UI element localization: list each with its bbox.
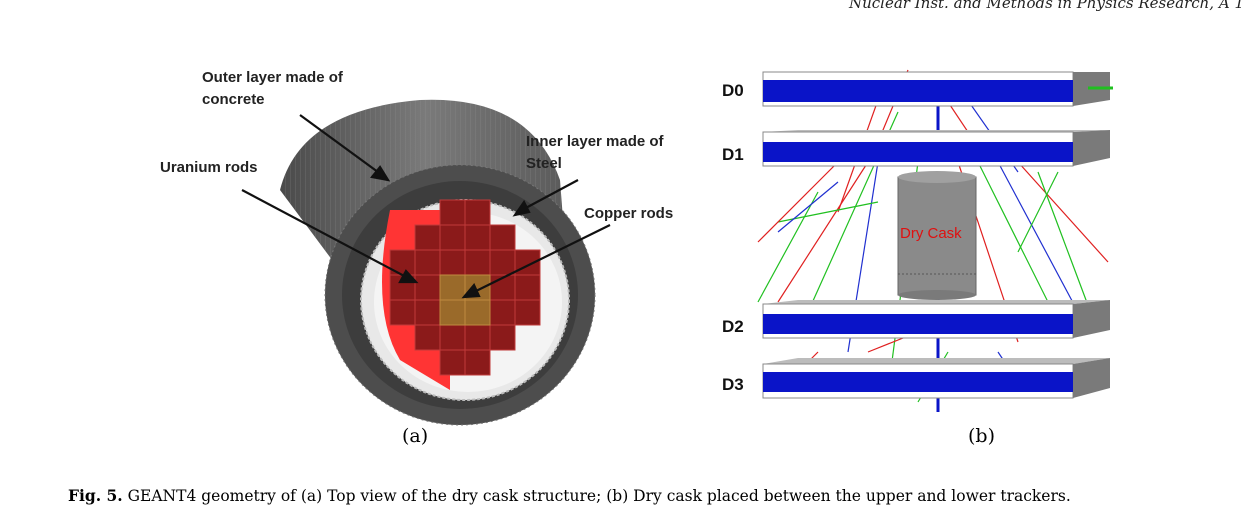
detector-d2	[762, 300, 1110, 339]
annotation-copper: Copper rods	[584, 205, 673, 222]
dry-cask-label: Dry Cask	[900, 225, 962, 242]
tracker-illustration: D0 D1 D2 D3 Dry Cask	[722, 69, 1113, 412]
detector-label-d0: D0	[722, 81, 744, 100]
figure-panel-b: D0 D1 D2 D3 Dry Cask	[718, 52, 1118, 412]
detector-label-d1: D1	[722, 145, 744, 164]
annotation-inner-layer-2: Steel	[526, 155, 562, 172]
figure-label: Fig. 5.	[68, 486, 123, 505]
figure-caption: Fig. 5. GEANT4 geometry of (a) Top view …	[68, 486, 1238, 505]
copper-rods-grid	[439, 274, 491, 326]
annotation-outer-layer-2: concrete	[202, 91, 265, 108]
annotation-inner-layer-1: Inner layer made of	[526, 133, 665, 150]
detector-label-d2: D2	[722, 317, 744, 336]
dry-cask	[897, 171, 977, 300]
subcaption-b: (b)	[968, 425, 995, 447]
figure-panel-a: Outer layer made of concrete Uranium rod…	[150, 60, 690, 430]
journal-header: Nuclear Inst. and Methods in Physics Res…	[848, 0, 1244, 12]
detector-d1	[762, 130, 1110, 167]
detector-d3	[762, 358, 1110, 399]
annotation-uranium: Uranium rods	[160, 159, 258, 176]
cask-cylinder-illustration: Outer layer made of concrete Uranium rod…	[160, 69, 673, 426]
detector-d0	[762, 71, 1113, 107]
annotation-outer-layer-1: Outer layer made of	[202, 69, 344, 86]
figure-caption-text: GEANT4 geometry of (a) Top view of the d…	[127, 487, 1071, 505]
detector-label-d3: D3	[722, 375, 744, 394]
subcaption-a: (a)	[402, 425, 429, 447]
